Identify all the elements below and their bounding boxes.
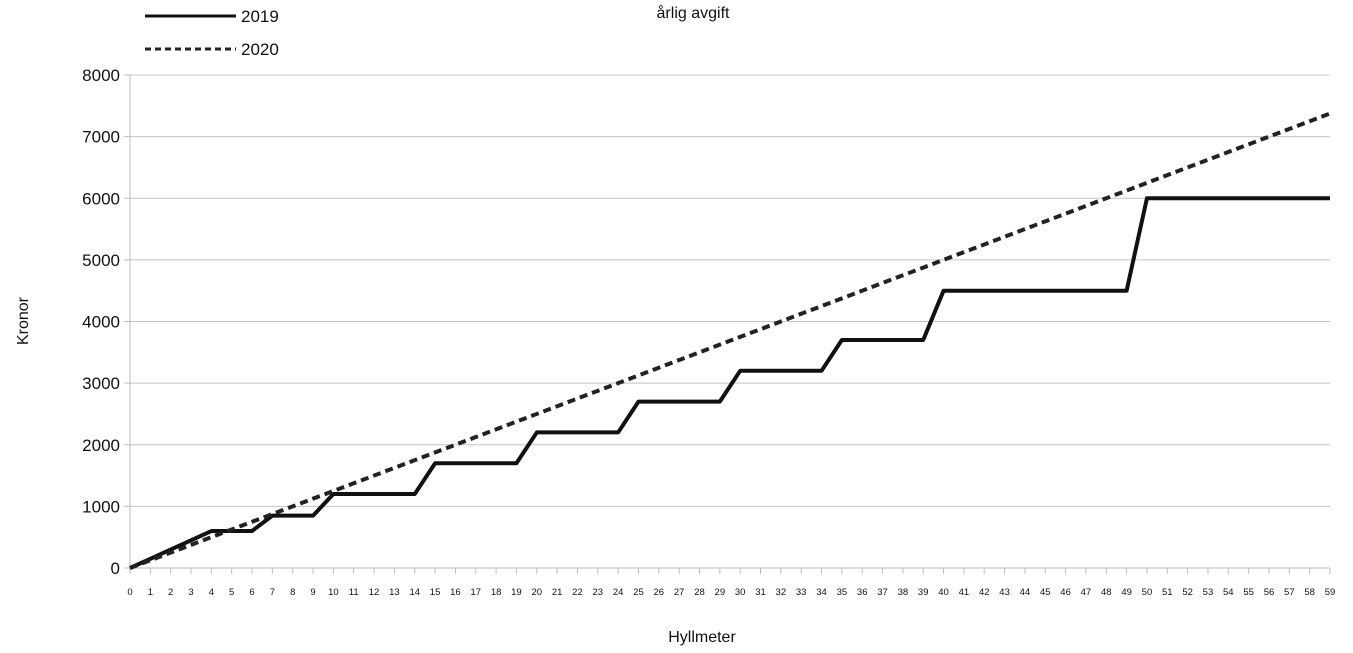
x-tick-label: 45 (1040, 587, 1051, 598)
x-tick-label: 19 (511, 587, 522, 598)
x-tick-label: 46 (1060, 587, 1071, 598)
y-axis-label: Kronor (15, 296, 32, 345)
x-tick-label: 50 (1142, 587, 1153, 598)
x-tick-label: 51 (1162, 587, 1173, 598)
x-tick-label: 31 (755, 587, 766, 598)
x-tick-label: 29 (715, 587, 726, 598)
x-tick-label: 26 (654, 587, 665, 598)
y-tick-labels: 0 1000 2000 3000 4000 5000 6000 7000 8000 (82, 66, 120, 578)
x-tick-label: 37 (877, 587, 888, 598)
x-tick-label: 23 (593, 587, 604, 598)
x-tick-label: 15 (430, 587, 441, 598)
x-axis-label: Hyllmeter (668, 629, 736, 646)
x-tick-label: 1 (148, 587, 153, 598)
x-tick-label: 8 (290, 587, 295, 598)
x-tick-labels: 0 1 2 3 4 5 6 7 8 9 10 11 12 13 14 15 16 17 18 19 20 21 22 23 24… (127, 587, 1335, 598)
x-tick-label: 48 (1101, 587, 1112, 598)
y-tick-label: 4000 (82, 313, 120, 332)
chart-title: årlig avgift (657, 4, 730, 22)
x-tick-label: 10 (328, 587, 339, 598)
x-tick-label: 6 (249, 587, 254, 598)
x-tick-label: 4 (209, 587, 214, 598)
x-tick-label: 27 (674, 587, 685, 598)
y-tick-label: 0 (111, 559, 120, 578)
x-tick-label: 32 (776, 587, 787, 598)
x-tick-label: 40 (938, 587, 949, 598)
x-tick-label: 24 (613, 587, 624, 598)
x-tick-label: 25 (633, 587, 644, 598)
x-tick-label: 3 (188, 587, 193, 598)
y-tick-label: 2000 (82, 436, 120, 455)
legend-label-2020: 2020 (241, 40, 279, 59)
x-tick-label: 58 (1304, 587, 1315, 598)
x-tick-label: 0 (127, 587, 132, 598)
x-tick-label: 30 (735, 587, 746, 598)
x-tick-label: 54 (1223, 587, 1234, 598)
y-tick-label: 3000 (82, 374, 120, 393)
x-tick-label: 44 (1020, 587, 1031, 598)
x-tick-label: 17 (470, 587, 481, 598)
x-tick-label: 9 (310, 587, 315, 598)
x-tick-label: 41 (959, 587, 970, 598)
x-tick-label: 53 (1203, 587, 1214, 598)
x-tick-label: 39 (918, 587, 929, 598)
axes (129, 75, 1330, 569)
x-tick-label: 7 (270, 587, 275, 598)
x-tick-label: 14 (409, 587, 420, 598)
x-tick-label: 13 (389, 587, 400, 598)
series-line-2019 (129, 196, 1330, 570)
x-tick-label: 56 (1264, 587, 1275, 598)
x-tick-label: 47 (1081, 587, 1092, 598)
series-lines (129, 111, 1331, 570)
x-tick-label: 5 (229, 587, 234, 598)
x-tick-label: 36 (857, 587, 868, 598)
y-tick-label: 5000 (82, 251, 120, 270)
x-tick-label: 21 (552, 587, 563, 598)
y-tick-label: 8000 (82, 66, 120, 85)
x-tick-label: 34 (816, 587, 827, 598)
x-tick-label: 57 (1284, 587, 1295, 598)
x-tick-label: 28 (694, 587, 705, 598)
x-tick-label: 33 (796, 587, 807, 598)
x-tick-label: 49 (1121, 587, 1132, 598)
x-tick-label: 55 (1243, 587, 1254, 598)
x-tick-label: 59 (1325, 587, 1336, 598)
x-tick-label: 42 (979, 587, 990, 598)
x-tick-label: 16 (450, 587, 461, 598)
y-tick-label: 7000 (82, 128, 120, 147)
x-tick-label: 52 (1182, 587, 1193, 598)
x-tick-label: 22 (572, 587, 583, 598)
grid (124, 74, 1331, 574)
x-tick-label: 43 (999, 587, 1010, 598)
x-tick-label: 18 (491, 587, 502, 598)
y-tick-label: 1000 (82, 497, 120, 516)
x-tick-label: 20 (531, 587, 542, 598)
series-line-2020 (129, 111, 1331, 570)
x-tick-label: 35 (837, 587, 848, 598)
x-tick-label: 11 (349, 587, 359, 598)
y-tick-label: 6000 (82, 189, 120, 208)
x-tick-label: 12 (369, 587, 380, 598)
x-tick-label: 2 (168, 587, 173, 598)
legend-label-2019: 2019 (241, 7, 279, 26)
x-tick-label: 38 (898, 587, 909, 598)
legend: 2019 2020 (145, 7, 279, 59)
